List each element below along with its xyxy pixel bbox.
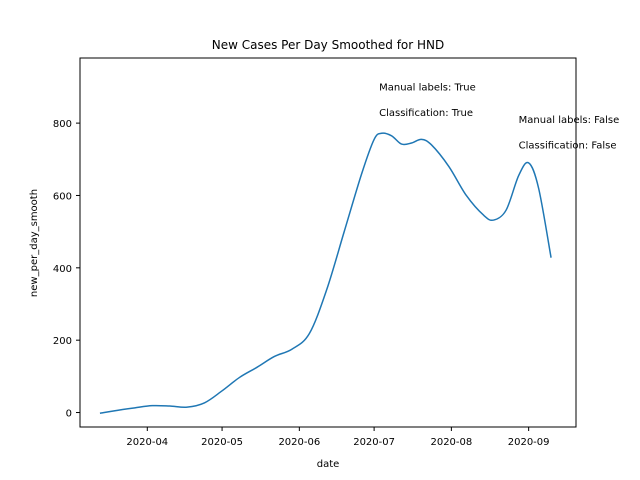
y-tick-label: 600 <box>53 191 72 202</box>
chart-title: New Cases Per Day Smoothed for HND <box>212 38 445 52</box>
plot-area: 2020-04 2020-05 2020-06 2020-07 2020-08 2020-… <box>53 83 619 448</box>
x-tick-label: 2020-09 <box>508 437 550 448</box>
x-tick-label: 2020-05 <box>201 437 243 448</box>
y-tick-label: 0 <box>66 409 72 420</box>
y-tick-label: 200 <box>53 336 72 347</box>
annotation-label: Classification: True <box>379 108 473 119</box>
y-axis-label: new_per_day_smooth <box>29 189 40 297</box>
x-axis-label: date <box>317 459 340 470</box>
axes-frame <box>79 57 577 428</box>
y-tick-label: 800 <box>53 119 72 130</box>
x-tick-label: 2020-07 <box>353 437 395 448</box>
annotation-label: Manual labels: True <box>379 83 476 94</box>
x-tick-label: 2020-04 <box>126 437 168 448</box>
series-line <box>99 132 552 414</box>
x-tick-label: 2020-08 <box>430 437 472 448</box>
annotation-label: Classification: False <box>519 140 617 151</box>
y-tick-label: 400 <box>53 264 72 275</box>
annotation-label: Manual labels: False <box>519 115 620 126</box>
x-tick-label: 2020-06 <box>278 437 320 448</box>
